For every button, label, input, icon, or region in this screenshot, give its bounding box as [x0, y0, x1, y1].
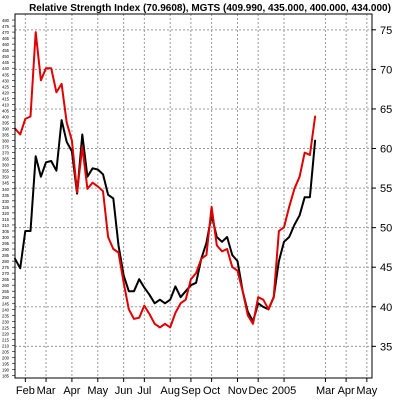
y-left-tick-label: 350 — [2, 175, 10, 180]
y-left-tick-label: 450 — [2, 54, 10, 59]
y-left-tick-label: 315 — [2, 217, 10, 222]
y-right-tick-label: 75 — [380, 25, 392, 37]
y-left-tick-label: 440 — [2, 66, 10, 71]
y-right-tick-label: 50 — [380, 223, 392, 235]
y-left-tick-label: 235 — [2, 313, 10, 318]
y-right-tick-label: 65 — [380, 104, 392, 116]
y-left-tick-label: 345 — [2, 181, 10, 186]
y-left-tick-label: 300 — [2, 235, 10, 240]
left-axis-ticks: 4804754704654604554504454404354304254204… — [2, 18, 15, 379]
y-left-tick-label: 365 — [2, 157, 10, 162]
x-tick-label: May — [87, 385, 108, 397]
x-tick-label: Aug — [160, 385, 180, 397]
y-left-tick-label: 340 — [2, 187, 10, 192]
x-tick-label: Mar — [37, 385, 56, 397]
series-line-0 — [14, 119, 317, 323]
x-tick-label: Oct — [203, 385, 220, 397]
grid-layer — [15, 14, 372, 378]
plot-frame — [14, 13, 373, 379]
y-left-tick-label: 255 — [2, 289, 10, 294]
y-left-tick-label: 455 — [2, 48, 10, 53]
y-left-tick-label: 390 — [2, 127, 10, 132]
y-left-tick-label: 320 — [2, 211, 10, 216]
y-left-tick-label: 285 — [2, 253, 10, 258]
y-left-tick-label: 325 — [2, 205, 10, 210]
y-left-tick-label: 295 — [2, 241, 10, 246]
right-axis-ticks: 75 70 65 60 55 50 45 40 35 — [372, 25, 392, 353]
y-left-tick-label: 305 — [2, 229, 10, 234]
x-tick-label: Apr — [338, 385, 355, 397]
x-tick-label: May — [356, 385, 377, 397]
x-tick-label: Sep — [181, 385, 201, 397]
y-right-tick-label: 60 — [380, 144, 392, 156]
y-right-tick-label: 45 — [380, 262, 392, 274]
x-tick-label: Nov — [228, 385, 248, 397]
y-left-tick-label: 375 — [2, 145, 10, 150]
y-left-tick-label: 230 — [2, 319, 10, 324]
y-left-tick-label: 335 — [2, 193, 10, 198]
y-left-tick-label: 415 — [2, 96, 10, 101]
y-left-tick-label: 205 — [2, 349, 10, 354]
y-left-tick-label: 435 — [2, 72, 10, 77]
y-left-tick-label: 330 — [2, 199, 10, 204]
y-left-tick-label: 480 — [2, 18, 10, 23]
y-left-tick-label: 265 — [2, 277, 10, 282]
y-left-tick-label: 430 — [2, 78, 10, 83]
y-left-tick-label: 195 — [2, 362, 10, 367]
y-left-tick-label: 380 — [2, 139, 10, 144]
y-left-tick-label: 260 — [2, 283, 10, 288]
y-left-tick-label: 460 — [2, 42, 10, 47]
x-axis-ticks: Feb Mar Apr May Jun Jul Aug Sep Oct Nov Dec 2005 Mar… — [16, 378, 378, 397]
y-left-tick-label: 470 — [2, 30, 10, 35]
y-right-tick-label: 35 — [380, 341, 392, 353]
y-left-tick-label: 355 — [2, 169, 10, 174]
y-left-tick-label: 270 — [2, 271, 10, 276]
x-tick-label: Jun — [115, 385, 133, 397]
x-tick-label: Mar — [316, 385, 335, 397]
y-left-tick-label: 310 — [2, 223, 10, 228]
x-tick-label: Feb — [16, 385, 35, 397]
chart-title: Relative Strength Index (70.9608), MGTS … — [29, 3, 391, 14]
series-line-1 — [14, 31, 317, 329]
y-left-tick-label: 385 — [2, 133, 10, 138]
y-left-tick-label: 240 — [2, 307, 10, 312]
x-tick-label: Apr — [63, 385, 80, 397]
y-left-tick-label: 395 — [2, 120, 10, 125]
y-left-tick-label: 280 — [2, 259, 10, 264]
y-left-tick-label: 410 — [2, 102, 10, 107]
series-layer — [14, 31, 317, 329]
y-left-tick-label: 465 — [2, 36, 10, 41]
y-left-tick-label: 445 — [2, 60, 10, 65]
y-left-tick-label: 400 — [2, 114, 10, 119]
y-right-tick-label: 70 — [380, 64, 392, 76]
y-left-tick-label: 245 — [2, 301, 10, 306]
x-tick-label: Jul — [137, 385, 151, 397]
y-left-tick-label: 370 — [2, 151, 10, 156]
y-right-tick-label: 55 — [380, 183, 392, 195]
y-left-tick-label: 225 — [2, 325, 10, 330]
y-left-tick-label: 475 — [2, 24, 10, 29]
y-left-tick-label: 190 — [2, 368, 10, 373]
x-tick-label: 2005 — [272, 385, 296, 397]
y-left-tick-label: 360 — [2, 163, 10, 168]
x-tick-label: Dec — [248, 385, 268, 397]
y-right-tick-label: 40 — [380, 302, 392, 314]
y-left-tick-label: 275 — [2, 265, 10, 270]
y-left-tick-label: 250 — [2, 295, 10, 300]
y-left-tick-label: 210 — [2, 343, 10, 348]
y-left-tick-label: 215 — [2, 337, 10, 342]
y-left-tick-label: 200 — [2, 356, 10, 361]
y-left-tick-label: 220 — [2, 331, 10, 336]
y-left-tick-label: 420 — [2, 90, 10, 95]
y-left-tick-label: 185 — [2, 374, 10, 379]
y-left-tick-label: 290 — [2, 247, 10, 252]
y-left-tick-label: 405 — [2, 108, 10, 113]
y-left-tick-label: 425 — [2, 84, 10, 89]
